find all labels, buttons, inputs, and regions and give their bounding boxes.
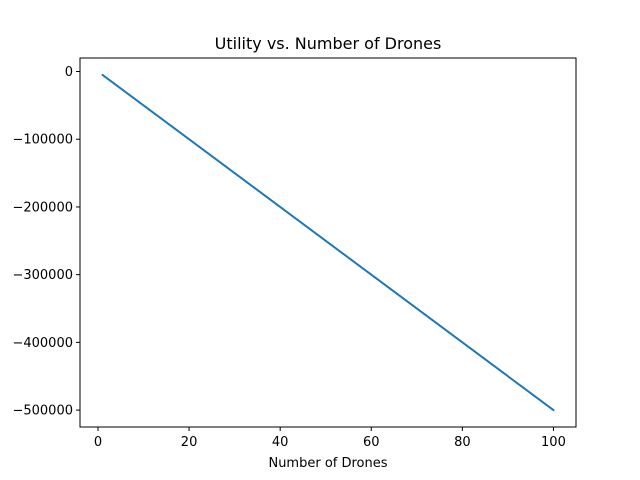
x-tick-label: 100	[541, 435, 566, 450]
y-tick-label: −400000	[12, 336, 73, 351]
x-tick-label: 0	[94, 435, 102, 450]
y-axis: 0 −100000 −200000 −300000 −400000 −500000	[12, 65, 80, 419]
x-tick-label: 80	[454, 435, 471, 450]
y-tick-label: −300000	[12, 268, 73, 283]
series-line-0	[101, 73, 555, 412]
x-tick-label: 20	[181, 435, 198, 450]
chart-title: Utility vs. Number of Drones	[215, 34, 442, 53]
x-axis-label: Number of Drones	[268, 456, 387, 471]
plot-frame	[79, 57, 577, 428]
x-axis: 0 20 40 60 80 100	[94, 427, 566, 450]
y-tick-label: −100000	[12, 133, 73, 148]
y-tick-label: −500000	[12, 404, 73, 419]
x-tick-label: 60	[363, 435, 380, 450]
y-tick-label: −200000	[12, 200, 73, 215]
x-tick-label: 40	[272, 435, 289, 450]
y-tick-label: 0	[65, 65, 73, 80]
plot-area	[101, 73, 555, 412]
